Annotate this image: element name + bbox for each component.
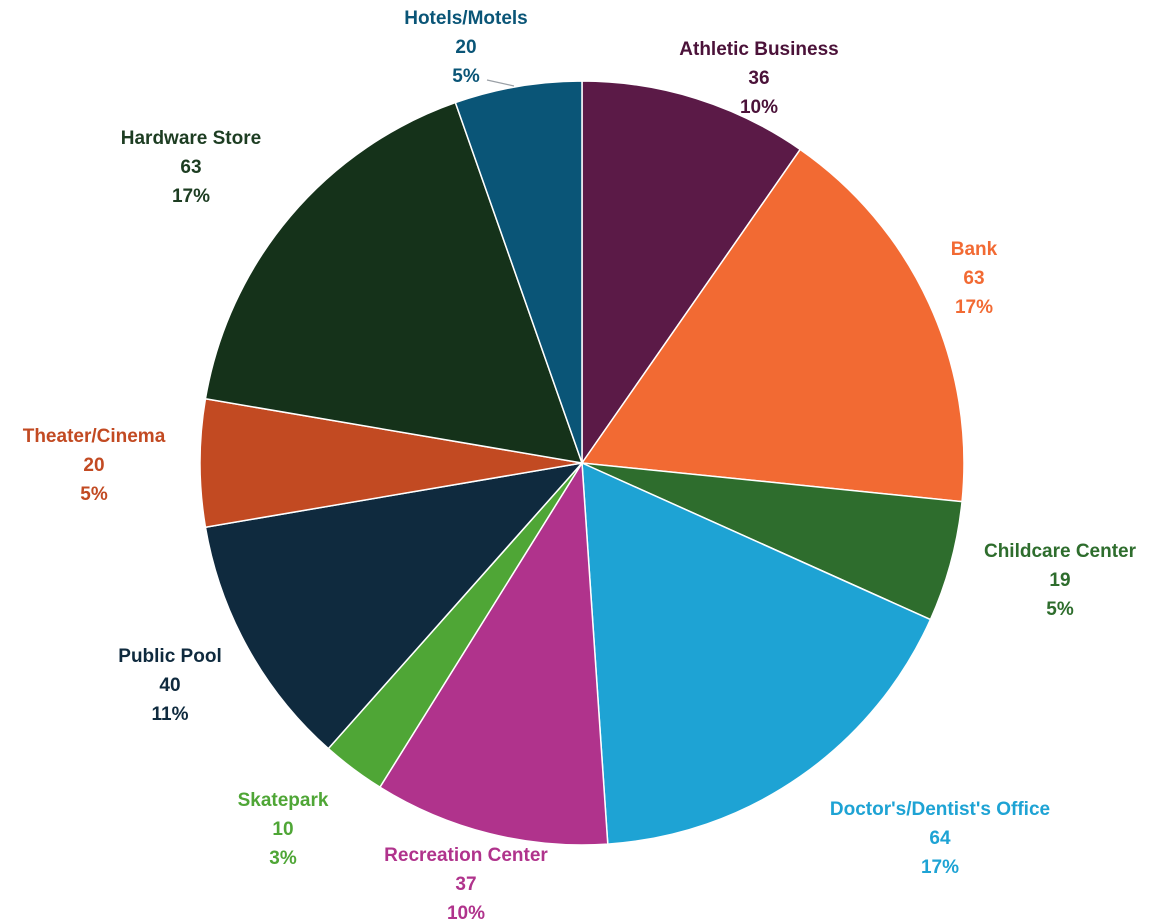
slice-label-value: 20 <box>83 455 104 476</box>
slice-label-name: Hardware Store <box>121 128 261 149</box>
slice-label-value: 10 <box>272 819 293 840</box>
pie-slice-public-pool <box>204 461 584 750</box>
slice-label-percent: 5% <box>1046 599 1074 620</box>
slice-label-public-pool: Public Pool 40 11% <box>118 646 221 725</box>
slice-label-bank: Bank 63 17% <box>951 239 998 318</box>
slice-label-value: 40 <box>159 675 180 696</box>
slice-label-value: 20 <box>455 37 476 58</box>
slice-label-percent: 11% <box>152 704 189 725</box>
slice-label-percent: 10% <box>447 903 485 923</box>
slice-label-skatepark: Skatepark 10 3% <box>238 790 329 869</box>
slice-label-percent: 17% <box>955 297 993 318</box>
slice-label-name: Childcare Center <box>984 541 1137 562</box>
slice-label-percent: 17% <box>921 857 959 878</box>
slice-label-percent: 5% <box>452 66 480 87</box>
slice-label-value: 63 <box>180 157 201 178</box>
slice-label-name: Recreation Center <box>384 845 548 866</box>
slice-label-value: 63 <box>963 268 984 289</box>
slice-label-name: Doctor's/Dentist's Office <box>830 799 1050 820</box>
slice-label-value: 36 <box>748 68 769 89</box>
leader-lines <box>486 79 515 87</box>
slice-labels: Athletic Business 36 10% Bank 63 17% Childcare… <box>23 8 1137 923</box>
slice-label-hotels-motels: Hotels/Motels 20 5% <box>404 8 528 87</box>
slice-label-doctor-s-dentist-s-office: Doctor's/Dentist's Office 64 17% <box>830 799 1050 878</box>
slice-label-recreation-center: Recreation Center 37 10% <box>384 845 548 923</box>
pie-slice-recreation-center <box>378 460 609 846</box>
pie-slices <box>199 80 965 846</box>
slice-label-value: 64 <box>929 828 951 849</box>
pie-slice-bank <box>580 148 965 503</box>
slice-label-athletic-business: Athletic Business 36 10% <box>679 39 838 118</box>
slice-label-childcare-center: Childcare Center 19 5% <box>984 541 1137 620</box>
slice-label-percent: 5% <box>80 484 108 505</box>
leader-line-hotels-motels <box>486 79 515 87</box>
slice-label-name: Public Pool <box>118 646 221 667</box>
slice-label-name: Skatepark <box>238 790 329 811</box>
slice-label-percent: 3% <box>269 848 297 869</box>
slice-label-percent: 10% <box>740 97 778 118</box>
slice-label-value: 37 <box>455 874 476 895</box>
slice-label-percent: 17% <box>172 186 210 207</box>
pie-slice-hotels-motels <box>454 80 583 464</box>
slice-label-value: 19 <box>1049 570 1070 591</box>
slice-label-name: Bank <box>951 239 998 260</box>
slice-label-name: Theater/Cinema <box>23 426 166 447</box>
slice-label-name: Athletic Business <box>679 39 838 60</box>
pie-slice-doctor-s-dentist-s-office <box>581 461 932 845</box>
slice-label-name: Hotels/Motels <box>404 8 528 29</box>
slice-label-hardware-store: Hardware Store 63 17% <box>121 128 261 207</box>
slice-label-theater-cinema: Theater/Cinema 20 5% <box>23 426 166 505</box>
pie-slice-hardware-store <box>204 101 584 464</box>
pie-slice-athletic-business <box>581 80 802 466</box>
